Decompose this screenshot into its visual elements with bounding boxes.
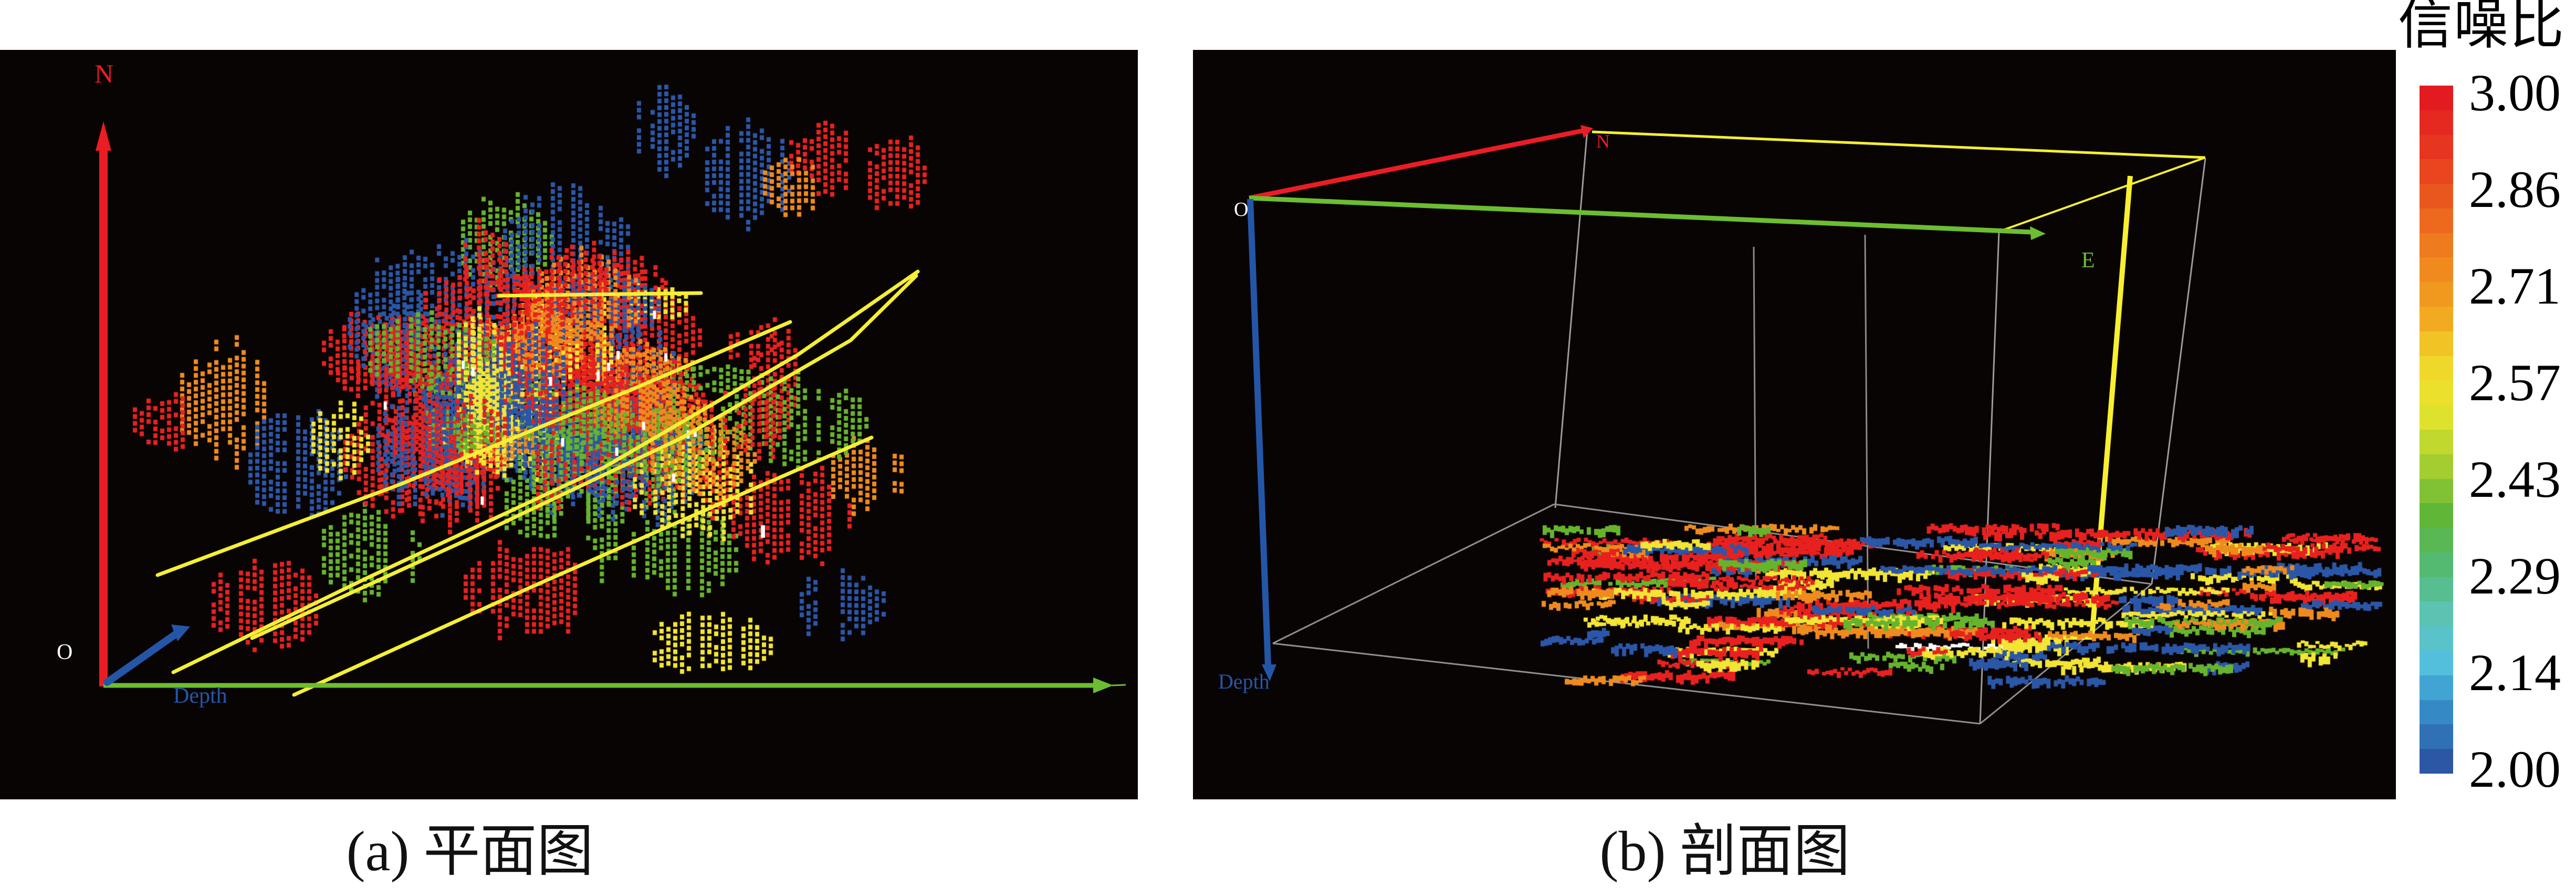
- east-axis-arrowhead: [2030, 226, 2046, 240]
- colorbar-band: [2420, 478, 2453, 504]
- north-axis: [1249, 128, 1583, 201]
- colorbar-band: [2420, 724, 2453, 749]
- well-trajectories: [155, 269, 920, 697]
- depth-axis-arrowhead: [1262, 664, 1276, 681]
- colorbar-tick-2.14: 2.14: [2469, 643, 2561, 702]
- colorbar-band: [2420, 134, 2453, 160]
- colorbar-band: [2420, 454, 2453, 479]
- plan-view-axes-overlay: N O Depth: [57, 59, 1126, 708]
- section-view-event-cloud-canvas: [1193, 50, 2396, 799]
- north-axis-arrowhead: [1580, 125, 1593, 138]
- colorbar-title: 信噪比: [2397, 0, 2565, 55]
- colorbar-band: [2420, 356, 2453, 381]
- depth-axis-arrowhead: [171, 624, 190, 641]
- depth-axis: [103, 629, 181, 686]
- section-view-axes-overlay: N E O Depth: [1218, 125, 2206, 693]
- colorbar-band: [2420, 405, 2453, 430]
- colorbar-band: [2420, 208, 2453, 233]
- colorbar-band: [2420, 110, 2453, 135]
- caption-panel-a: (a) 平面图: [346, 820, 594, 883]
- colorbar-band: [2420, 528, 2453, 553]
- box-edge-top-right-yellow: [2001, 157, 2206, 232]
- box-edge-top-back-yellow: [1591, 130, 2206, 159]
- well-trajectory: [250, 274, 918, 640]
- east-axis: [1249, 195, 2033, 235]
- colorbar-band: [2420, 429, 2453, 454]
- east-axis-label: E: [2081, 248, 2095, 273]
- panel-a-plan-view: N O Depth: [0, 50, 1138, 799]
- colorbar-band: [2420, 380, 2453, 405]
- colorbar-band: [2420, 626, 2453, 651]
- colorbar-tick-2.57: 2.57: [2469, 353, 2561, 412]
- east-axis-arrowhead: [1093, 678, 1113, 693]
- well-trajectory: [292, 435, 874, 697]
- north-axis-arrowhead: [96, 121, 111, 151]
- colorbar-band: [2420, 257, 2453, 283]
- colorbar-band: [2420, 577, 2453, 602]
- depth-axis-label: Depth: [173, 684, 227, 708]
- north-axis-label: N: [95, 59, 113, 88]
- colorbar-band: [2420, 233, 2453, 258]
- panel-b-section-view: N E O Depth: [1193, 50, 2396, 799]
- caption-panel-b: (b) 剖面图: [1599, 820, 1850, 883]
- colorbar-band: [2420, 700, 2453, 725]
- north-axis-label: N: [1596, 131, 1610, 152]
- colorbar-band: [2420, 675, 2453, 700]
- colorbar-band: [2420, 601, 2453, 627]
- depth-axis-label: Depth: [1218, 670, 1270, 693]
- colorbar-band: [2420, 749, 2453, 774]
- colorbar-band: [2420, 552, 2453, 577]
- colorbar-band: [2420, 159, 2453, 184]
- well-trajectory: [155, 320, 792, 577]
- colorbar-band: [2420, 650, 2453, 675]
- origin-label: O: [57, 640, 72, 664]
- colorbar-band: [2420, 503, 2453, 528]
- colorbar-tick-2.71: 2.71: [2469, 257, 2561, 315]
- origin-label: O: [1234, 199, 1248, 221]
- colorbar-band: [2420, 307, 2453, 331]
- colorbar-band: [2420, 282, 2453, 307]
- colorbar: [2420, 86, 2453, 774]
- colorbar-tick-3.00: 3.00: [2469, 64, 2561, 122]
- plan-view-point-cloud-canvas: [0, 50, 1138, 799]
- well-trajectory: [497, 291, 703, 298]
- colorbar-tick-2.29: 2.29: [2469, 547, 2561, 605]
- well-trajectory: [171, 269, 920, 674]
- colorbar-band: [2420, 86, 2453, 110]
- colorbar-tick-2.43: 2.43: [2469, 450, 2561, 508]
- depth-axis: [1247, 199, 1271, 666]
- colorbar-band: [2420, 184, 2453, 209]
- colorbar-band: [2420, 331, 2453, 356]
- colorbar-tick-2.86: 2.86: [2469, 160, 2561, 218]
- colorbar-tick-2.00: 2.00: [2469, 740, 2561, 798]
